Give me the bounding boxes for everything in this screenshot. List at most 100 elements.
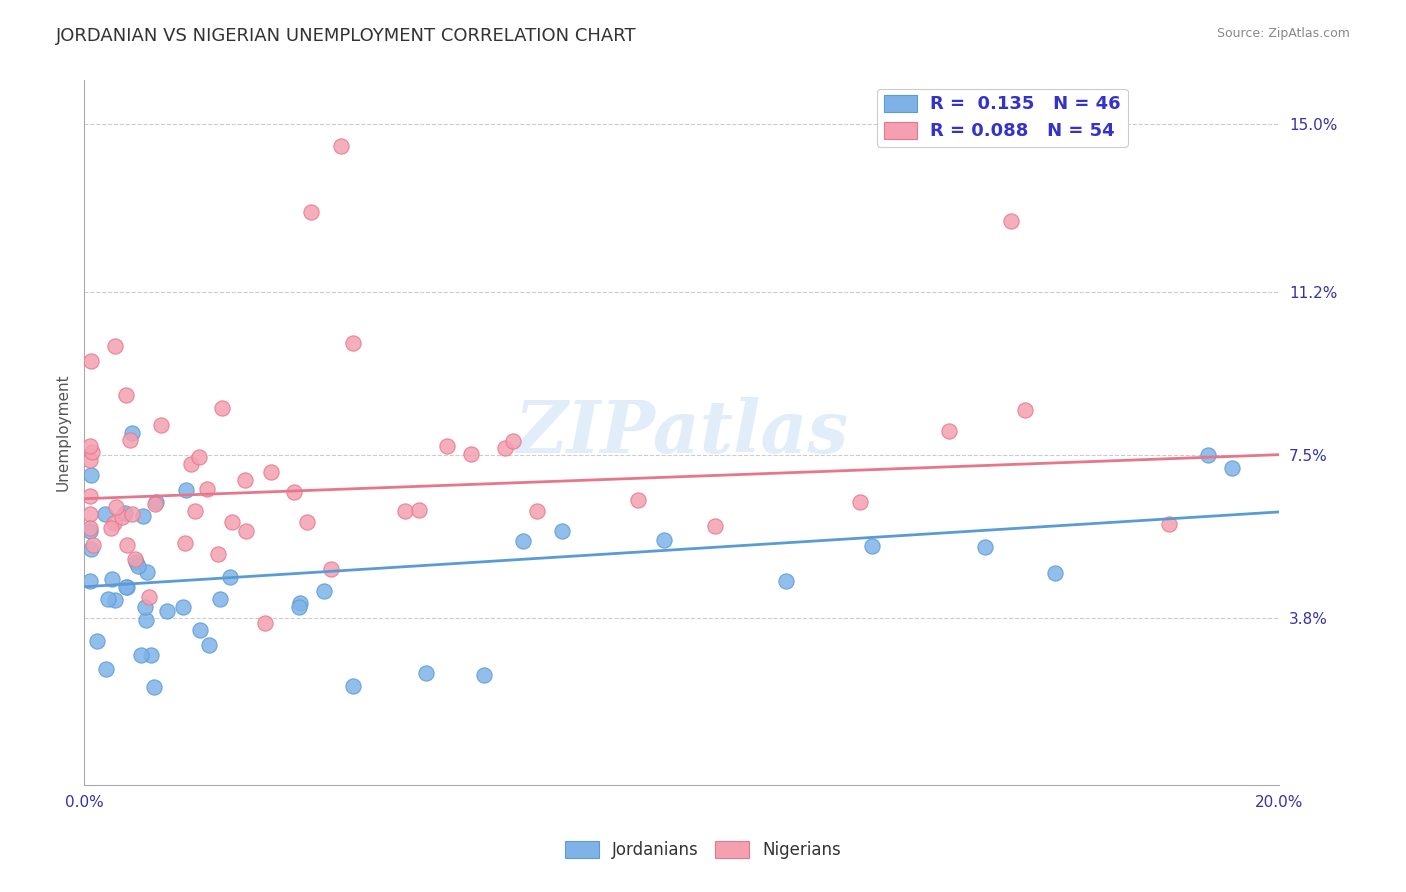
Point [100, 521, 122, 535]
Point [79, 489, 101, 503]
Point [394, 503, 416, 517]
Point [79, 521, 101, 535]
Point [111, 509, 134, 524]
Point [115, 580, 138, 594]
Point [221, 515, 243, 529]
Point [188, 450, 211, 464]
Point [1220, 461, 1243, 475]
Point [314, 584, 336, 599]
Point [134, 600, 156, 615]
Point [120, 434, 142, 448]
Point [125, 555, 148, 569]
Point [207, 547, 229, 561]
Point [283, 485, 305, 500]
Point [105, 500, 128, 515]
Point [260, 465, 283, 479]
Point [1197, 448, 1219, 462]
Point [342, 335, 364, 350]
Point [79, 524, 101, 538]
Point [502, 434, 524, 448]
Legend: R =  0.135   N = 46, R = 0.088   N = 54: R = 0.135 N = 46, R = 0.088 N = 54 [877, 88, 1128, 146]
Point [131, 509, 153, 524]
Point [121, 507, 143, 521]
Point [121, 425, 143, 440]
Point [233, 474, 256, 488]
Point [330, 139, 353, 153]
Point [1043, 566, 1066, 581]
Point [149, 417, 172, 432]
Point [408, 502, 430, 516]
Point [211, 401, 233, 415]
Point [652, 533, 675, 548]
Point [526, 504, 548, 518]
Point [1014, 403, 1036, 417]
Point [101, 572, 124, 586]
Point [117, 580, 139, 594]
Point [472, 668, 495, 682]
Point [103, 516, 125, 530]
Point [79, 439, 101, 453]
Point [288, 596, 311, 610]
Point [415, 666, 437, 681]
Point [938, 424, 960, 438]
Point [342, 679, 364, 693]
Text: ZIPatlas: ZIPatlas [515, 397, 849, 468]
Point [219, 570, 242, 584]
Point [82, 538, 104, 552]
Point [145, 495, 167, 509]
Point [860, 539, 883, 553]
Point [142, 680, 165, 694]
Point [80, 542, 103, 557]
Point [174, 483, 197, 497]
Point [94, 662, 117, 676]
Point [704, 519, 727, 533]
Point [188, 623, 211, 637]
Point [138, 590, 160, 604]
Point [551, 524, 574, 538]
Point [124, 552, 146, 566]
Point [80, 354, 103, 368]
Point [114, 388, 136, 402]
Point [235, 524, 257, 539]
Point [104, 339, 127, 353]
Point [104, 593, 127, 607]
Point [135, 613, 157, 627]
Point [209, 592, 232, 607]
Point [94, 508, 117, 522]
Point [127, 558, 149, 573]
Point [319, 562, 342, 576]
Point [79, 507, 101, 521]
Point [86, 633, 108, 648]
Point [775, 574, 797, 588]
Point [114, 506, 136, 520]
Point [143, 498, 166, 512]
Point [460, 447, 482, 461]
Point [295, 515, 318, 529]
Point [97, 591, 120, 606]
Point [1000, 214, 1022, 228]
Point [139, 648, 162, 662]
Point [172, 599, 194, 614]
Point [288, 600, 311, 615]
Point [156, 604, 179, 618]
Point [973, 540, 995, 554]
Point [135, 565, 157, 579]
Point [627, 492, 650, 507]
Point [80, 468, 103, 483]
Text: JORDANIAN VS NIGERIAN UNEMPLOYMENT CORRELATION CHART: JORDANIAN VS NIGERIAN UNEMPLOYMENT CORRE… [56, 27, 637, 45]
Point [79, 452, 101, 467]
Point [436, 439, 458, 453]
Point [129, 648, 152, 662]
Point [79, 574, 101, 588]
Point [174, 536, 197, 550]
Point [253, 615, 276, 630]
Point [1159, 516, 1181, 531]
Point [197, 639, 219, 653]
Point [848, 495, 870, 509]
Point [80, 444, 103, 458]
Point [183, 504, 205, 518]
Point [115, 538, 138, 552]
Text: Source: ZipAtlas.com: Source: ZipAtlas.com [1216, 27, 1350, 40]
Point [180, 457, 202, 471]
Y-axis label: Unemployment: Unemployment [55, 374, 70, 491]
